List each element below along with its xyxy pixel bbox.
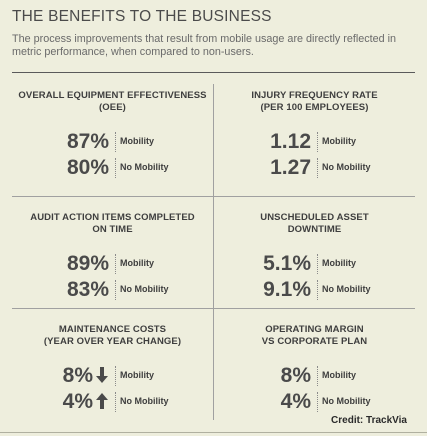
no-mobility-row: 80% No Mobility: [12, 156, 213, 180]
no-mobility-value: 1.27: [270, 156, 311, 179]
page-subtitle: The process improvements that result fro…: [12, 33, 397, 58]
mobility-value: 87%: [66, 130, 109, 153]
mobility-value: 5.1%: [263, 252, 311, 275]
mobility-row: 8% Mobility: [12, 364, 213, 388]
metric-heading: OVERALL EQUIPMENT EFFECTIVENESS (OEE): [18, 90, 207, 113]
mobility-row: 87% Mobility: [12, 130, 213, 154]
mobility-row: 89% Mobility: [12, 252, 213, 276]
no-mobility-row: 9.1% No Mobility: [214, 278, 415, 302]
no-mobility-label: No Mobility: [322, 162, 371, 172]
dotted-separator: [115, 158, 116, 178]
metric-oee: OVERALL EQUIPMENT EFFECTIVENESS (OEE) 87…: [12, 74, 213, 192]
no-mobility-value-with-arrow: 4%: [63, 390, 109, 414]
no-mobility-label: No Mobility: [322, 284, 371, 294]
mobility-label: Mobility: [120, 136, 154, 146]
dotted-separator: [317, 132, 318, 152]
no-mobility-value: 9.1%: [263, 278, 311, 301]
dotted-separator: [317, 280, 318, 300]
no-mobility-value: 4%: [280, 390, 311, 413]
row-divider-2: [12, 308, 415, 309]
dotted-separator: [317, 392, 318, 412]
no-mobility-label: No Mobility: [120, 396, 169, 406]
mobility-value: 89%: [66, 252, 109, 275]
no-mobility-label: No Mobility: [120, 284, 169, 294]
dotted-separator: [317, 158, 318, 178]
mobility-row: 1.12 Mobility: [214, 130, 415, 154]
no-mobility-value: 80%: [66, 156, 109, 179]
metric-operating-margin: OPERATING MARGIN VS CORPORATE PLAN 8% Mo…: [214, 308, 415, 426]
bottom-divider: [0, 432, 427, 433]
mobility-label: Mobility: [120, 258, 154, 268]
dotted-separator: [115, 366, 116, 386]
metric-injury-frequency: INJURY FREQUENCY RATE (PER 100 EMPLOYEES…: [214, 74, 415, 192]
no-mobility-label: No Mobility: [322, 396, 371, 406]
metric-heading: MAINTENANCE COSTS (YEAR OVER YEAR CHANGE…: [43, 324, 182, 347]
mobility-label: Mobility: [322, 258, 356, 268]
arrow-down-icon: [96, 366, 108, 383]
metric-heading: INJURY FREQUENCY RATE (PER 100 EMPLOYEES…: [251, 90, 378, 113]
mobility-value-with-arrow: 8%: [63, 364, 109, 388]
credit-text: Credit: TrackVia: [331, 415, 407, 426]
arrow-up-icon: [96, 392, 108, 409]
dotted-separator: [115, 392, 116, 412]
no-mobility-value: 83%: [66, 278, 109, 301]
dotted-separator: [115, 132, 116, 152]
mobility-value: 8%: [280, 364, 311, 387]
metric-heading: OPERATING MARGIN VS CORPORATE PLAN: [261, 324, 368, 347]
no-mobility-row: 4% No Mobility: [12, 390, 213, 414]
metric-heading: UNSCHEDULED ASSET DOWNTIME: [260, 212, 369, 235]
mobility-label: Mobility: [322, 136, 356, 146]
column-divider: [213, 84, 214, 420]
mobility-row: 8% Mobility: [214, 364, 415, 388]
no-mobility-value: 4%: [62, 390, 93, 413]
mobility-row: 5.1% Mobility: [214, 252, 415, 276]
dotted-separator: [317, 254, 318, 274]
dotted-separator: [115, 280, 116, 300]
no-mobility-row: 83% No Mobility: [12, 278, 213, 302]
metric-audit-actions: AUDIT ACTION ITEMS COMPLETED ON TIME 89%…: [12, 196, 213, 314]
metric-heading: AUDIT ACTION ITEMS COMPLETED ON TIME: [30, 212, 195, 235]
no-mobility-row: 4% No Mobility: [214, 390, 415, 414]
dotted-separator: [317, 366, 318, 386]
mobility-value: 1.12: [270, 130, 311, 153]
page-title: THE BENEFITS TO THE BUSINESS: [12, 8, 272, 25]
mobility-value: 8%: [62, 364, 93, 387]
row-divider-1: [12, 196, 415, 197]
metric-unscheduled-downtime: UNSCHEDULED ASSET DOWNTIME 5.1% Mobility…: [214, 196, 415, 314]
metric-maintenance-costs: MAINTENANCE COSTS (YEAR OVER YEAR CHANGE…: [12, 308, 213, 426]
header-divider: [12, 72, 415, 73]
no-mobility-label: No Mobility: [120, 162, 169, 172]
mobility-label: Mobility: [120, 370, 154, 380]
no-mobility-row: 1.27 No Mobility: [214, 156, 415, 180]
mobility-label: Mobility: [322, 370, 356, 380]
dotted-separator: [115, 254, 116, 274]
